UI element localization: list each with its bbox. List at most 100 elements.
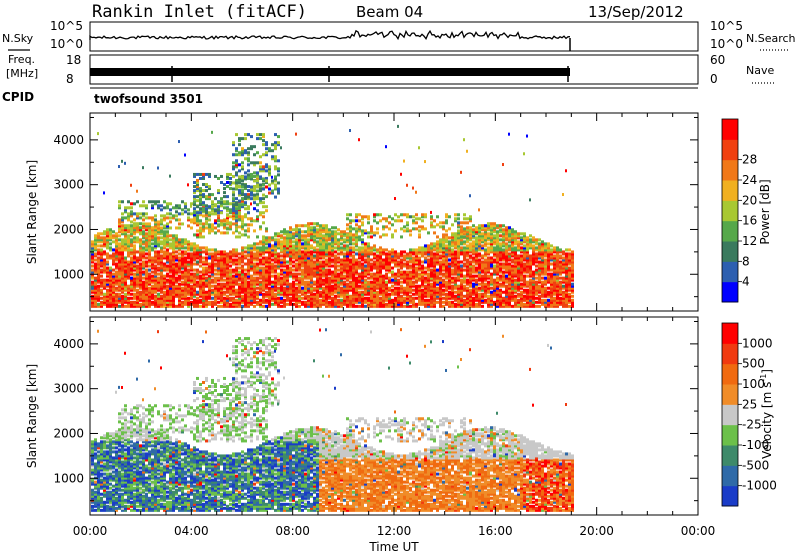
- heatmap-cell: [280, 280, 283, 284]
- heatmap-cell: [355, 296, 358, 300]
- heatmap-cell: [421, 248, 424, 252]
- heatmap-cell: [250, 197, 253, 201]
- heatmap-cell: [433, 294, 436, 298]
- heatmap-cell: [160, 228, 163, 232]
- heatmap-cell: [169, 264, 172, 268]
- heatmap-cell: [355, 272, 358, 276]
- heatmap-cell: [157, 266, 160, 270]
- heatmap-cell: [175, 258, 178, 262]
- heatmap-cell: [190, 242, 193, 246]
- heatmap-cell: [268, 294, 271, 298]
- heatmap-cell: [412, 227, 415, 231]
- heatmap-cell: [484, 230, 487, 234]
- heatmap-cell: [469, 260, 472, 264]
- heatmap-cell: [400, 276, 403, 280]
- heatmap-cell: [481, 286, 484, 290]
- heatmap-cell: [337, 252, 340, 256]
- heatmap-cell: [133, 258, 136, 262]
- heatmap-cell: [454, 304, 457, 308]
- heatmap-cell: [388, 276, 391, 280]
- heatmap-cell: [103, 252, 106, 256]
- nave-tick-bottom: 0: [710, 72, 718, 86]
- heatmap-cell: [253, 282, 256, 286]
- heatmap-cell: [421, 252, 424, 256]
- heatmap-cell: [253, 286, 256, 290]
- heatmap-cell: [259, 288, 262, 292]
- heatmap-cell: [235, 298, 238, 302]
- heatmap-cell: [427, 258, 430, 262]
- heatmap-cell: [352, 276, 355, 280]
- heatmap-cell: [226, 200, 229, 204]
- heatmap-cell: [466, 254, 469, 258]
- heatmap-cell: [208, 211, 211, 215]
- heatmap-cell: [145, 226, 148, 230]
- heatmap-cell: [196, 268, 199, 272]
- heatmap-cell: [148, 268, 151, 272]
- heatmap-cell: [241, 266, 244, 270]
- heatmap-cell: [259, 183, 262, 187]
- heatmap-cell: [241, 284, 244, 288]
- heatmap-cell: [307, 224, 310, 228]
- heatmap-cell: [205, 266, 208, 270]
- heatmap-cell: [367, 242, 370, 246]
- heatmap-cell: [256, 133, 259, 137]
- heatmap-cell: [490, 264, 493, 268]
- heatmap-cell: [157, 268, 160, 272]
- heatmap-cell: [349, 240, 352, 244]
- heatmap-cell: [253, 300, 256, 304]
- heatmap-cell: [262, 242, 265, 246]
- heatmap-cell: [364, 229, 367, 233]
- heatmap-cell: [412, 292, 415, 296]
- heatmap-cell: [457, 292, 460, 296]
- heatmap-cell: [199, 229, 202, 233]
- heatmap-cell: [352, 290, 355, 294]
- heatmap-cell: [466, 270, 469, 274]
- heatmap-cell: [94, 276, 97, 280]
- heatmap-cell: [148, 230, 151, 234]
- heatmap-cell: [316, 232, 319, 236]
- heatmap-cell: [400, 172, 402, 176]
- heatmap-cell: [400, 260, 403, 264]
- heatmap-cell: [127, 206, 130, 210]
- heatmap-cell: [196, 214, 199, 218]
- heatmap-cell: [247, 294, 250, 298]
- heatmap-cell: [373, 231, 376, 235]
- heatmap-cell: [247, 266, 250, 270]
- heatmap-cell: [94, 238, 97, 242]
- heatmap-cell: [124, 264, 127, 268]
- heatmap-cell: [151, 286, 154, 290]
- heatmap-cell: [388, 254, 391, 258]
- heatmap-cell: [304, 282, 307, 286]
- heatmap-cell: [451, 254, 454, 258]
- heatmap-cell: [307, 234, 310, 238]
- heatmap-cell: [208, 302, 211, 306]
- heatmap-cell: [103, 262, 106, 266]
- heatmap-cell: [169, 174, 171, 178]
- heatmap-cell: [421, 219, 424, 223]
- heatmap-cell: [112, 302, 115, 306]
- heatmap-cell: [364, 250, 367, 254]
- heatmap-cell: [109, 276, 112, 280]
- heatmap-cell: [376, 260, 379, 264]
- heatmap-cell: [445, 256, 448, 260]
- heatmap-cell: [322, 298, 325, 302]
- heatmap-cell: [124, 298, 127, 302]
- heatmap-cell: [217, 264, 220, 268]
- heatmap-cell: [334, 242, 337, 246]
- heatmap-cell: [484, 240, 487, 244]
- heatmap-cell: [451, 280, 454, 284]
- heatmap-cell: [484, 252, 487, 256]
- heatmap-cell: [232, 174, 235, 178]
- heatmap-cell: [175, 262, 178, 266]
- heatmap-cell: [250, 264, 253, 268]
- heatmap-cell: [166, 226, 169, 230]
- heatmap-cell: [442, 225, 445, 229]
- heatmap-cell: [217, 276, 220, 280]
- heatmap-cell: [106, 240, 109, 244]
- heatmap-cell: [268, 252, 271, 256]
- heatmap-cell: [214, 276, 217, 280]
- heatmap-cell: [199, 219, 202, 223]
- heatmap-cell: [355, 223, 358, 227]
- heatmap-cell: [184, 266, 187, 270]
- heatmap-cell: [166, 304, 169, 308]
